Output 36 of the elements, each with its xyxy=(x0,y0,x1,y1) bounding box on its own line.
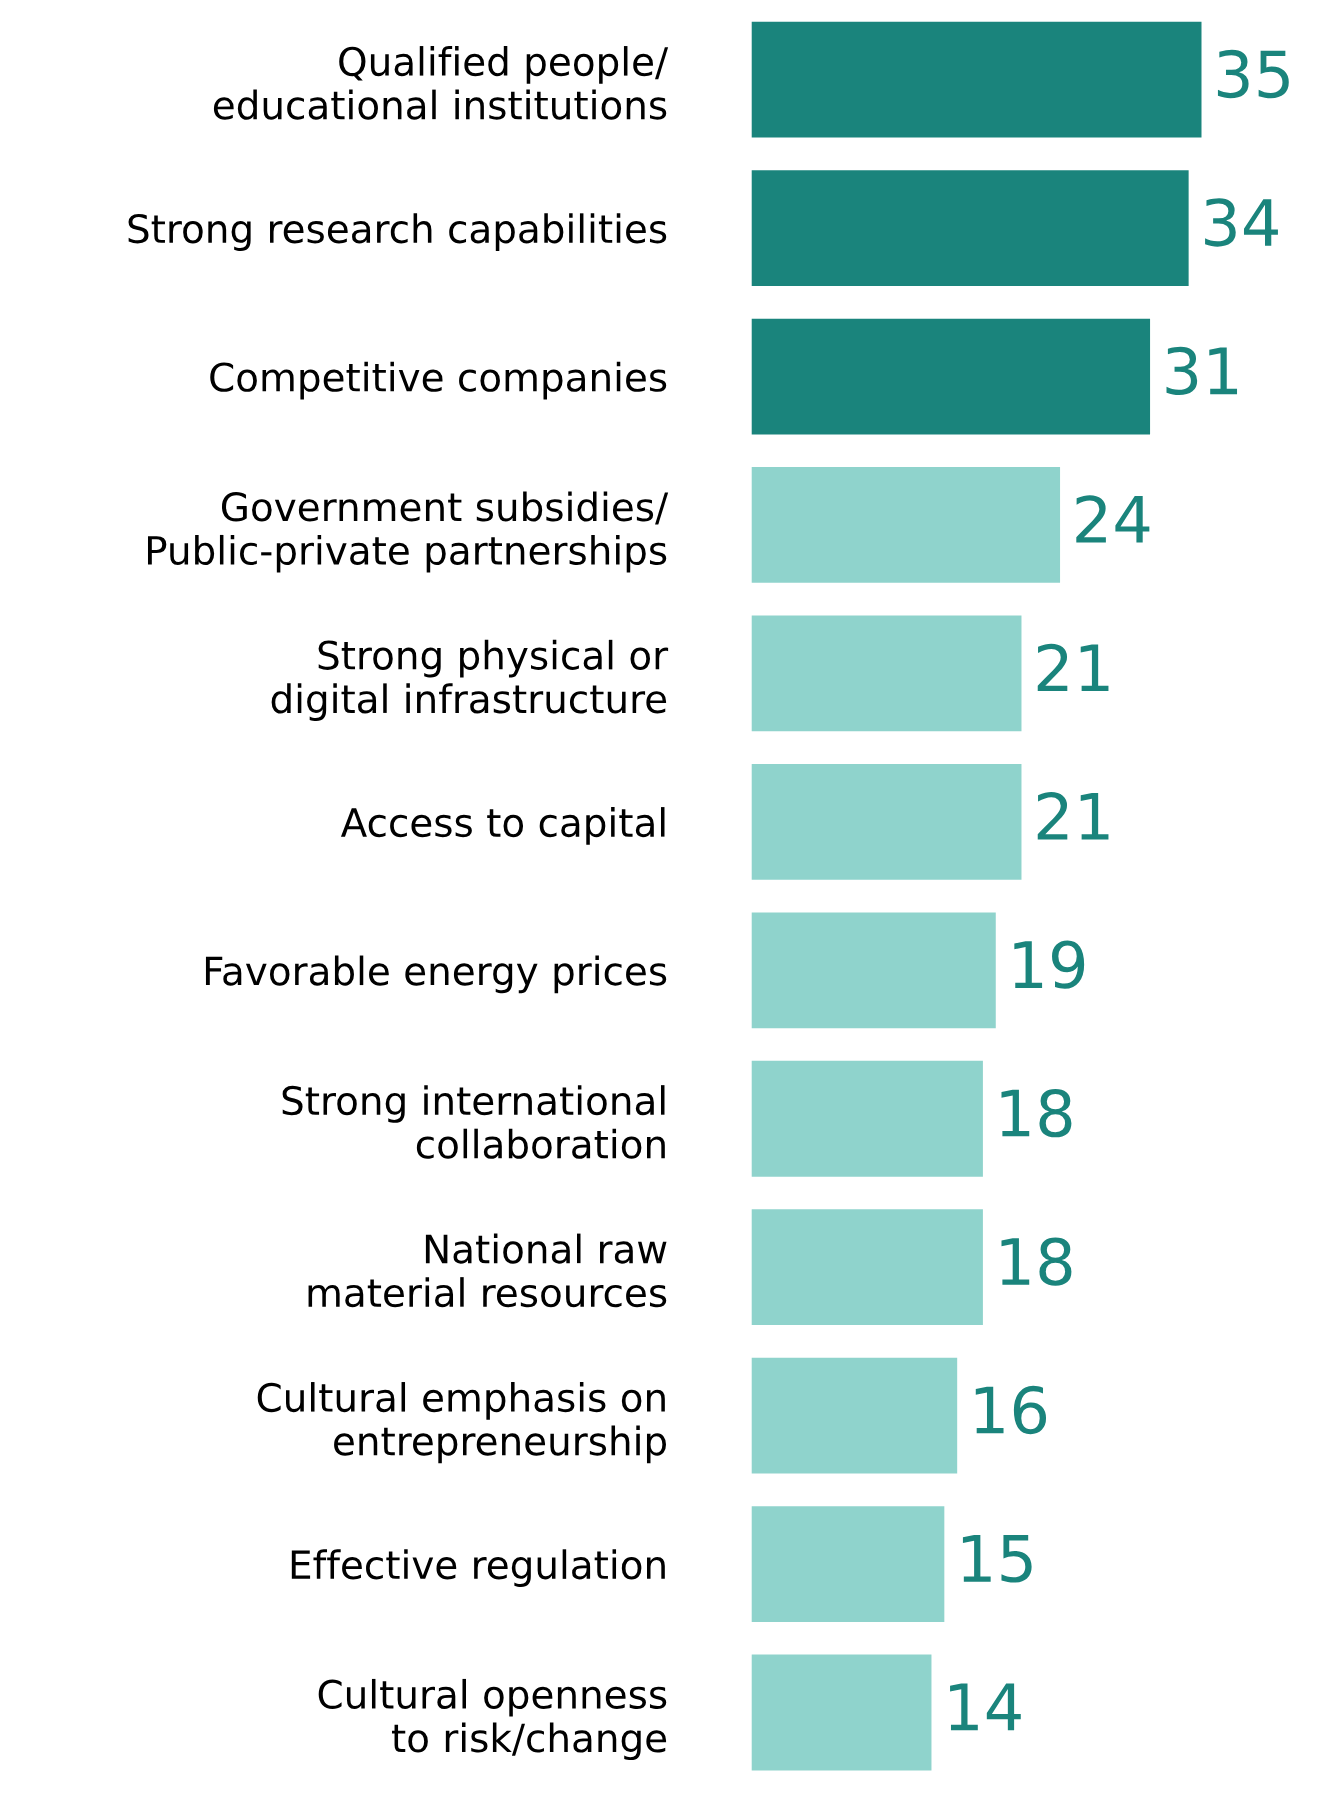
bar xyxy=(751,912,996,1029)
y-tick-label: Strong physical or digital infrastructure xyxy=(271,639,669,722)
y-tick-label: National raw material resources xyxy=(308,1233,667,1308)
bar xyxy=(751,170,1189,286)
y-tick-label: Cultural openness to risk/change xyxy=(318,1678,667,1761)
data-label: 21 xyxy=(1037,643,1109,692)
data-label: 31 xyxy=(1166,346,1238,396)
data-label: 18 xyxy=(1001,1237,1072,1286)
y-tick-label: Strong international collaboration xyxy=(282,1085,665,1159)
bar xyxy=(751,21,1202,138)
data-label: 34 xyxy=(1205,198,1278,247)
y-tick-label: Effective regulation xyxy=(291,1549,665,1587)
bar xyxy=(751,1654,932,1771)
bar xyxy=(751,1357,958,1474)
data-label: 24 xyxy=(1076,495,1150,543)
data-label: 19 xyxy=(1014,940,1085,989)
y-tick-label: Competitive companies xyxy=(210,361,667,400)
bar xyxy=(751,467,1061,583)
y-tick-label: Qualified people/ educational institutions xyxy=(213,46,669,120)
y-tick-label: Strong research capabilities xyxy=(128,213,667,251)
data-label: 16 xyxy=(975,1385,1047,1435)
y-tick-label: Favorable energy prices xyxy=(205,955,667,994)
bar xyxy=(751,763,1022,880)
data-label: 15 xyxy=(962,1535,1032,1583)
bar xyxy=(751,1506,945,1622)
data-label: 14 xyxy=(950,1683,1021,1731)
data-label: 21 xyxy=(1037,792,1109,840)
bar xyxy=(751,1209,983,1326)
y-tick-label: Access to capital xyxy=(340,807,665,845)
data-label: 35 xyxy=(1217,49,1289,99)
y-tick-label: Government subsidies/ Public-private partnerships xyxy=(147,491,669,573)
bar xyxy=(751,318,1151,435)
data-label: 18 xyxy=(1001,1088,1072,1138)
bar xyxy=(751,1060,983,1177)
y-tick-label: Cultural emphasis on entrepreneurship xyxy=(257,1382,666,1464)
bar xyxy=(751,615,1022,732)
